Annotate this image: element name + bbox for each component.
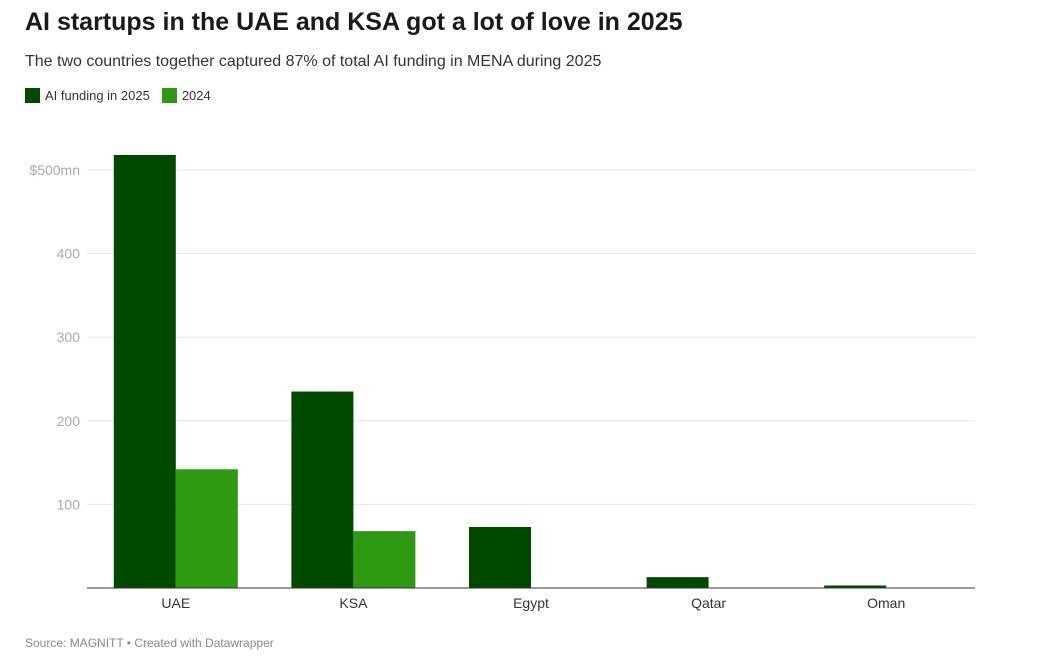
y-tick-label: 300 [57, 329, 81, 345]
bar-qatar-0 [646, 577, 709, 588]
y-tick-label: 400 [57, 246, 81, 262]
y-tick-label: 100 [57, 496, 81, 512]
x-tick-label: UAE [161, 595, 190, 611]
y-tick-label: 200 [57, 413, 81, 429]
legend-label: 2024 [181, 88, 211, 103]
legend-item-2024: 2024 [161, 88, 211, 103]
x-tick-label: KSA [339, 595, 368, 611]
bar-uae-0 [113, 154, 176, 588]
legend-item-2025: AI funding in 2025 [25, 88, 150, 103]
chart-title: AI startups in the UAE and KSA got a lot… [25, 8, 683, 36]
legend-swatch [25, 88, 40, 103]
chart-subtitle: The two countries together captured 87% … [25, 53, 602, 70]
legend-swatch [161, 88, 177, 103]
bar-ksa-1 [353, 531, 416, 588]
legend-label: AI funding in 2025 [45, 88, 150, 103]
bar-oman-0 [824, 585, 887, 588]
bar-uae-1 [175, 469, 238, 588]
bar-egypt-0 [469, 526, 531, 588]
x-tick-label: Oman [867, 595, 905, 611]
x-tick-label: Qatar [691, 595, 726, 611]
source-note: Source: MAGNITT • Created with Datawrapp… [25, 636, 274, 650]
x-tick-label: Egypt [513, 595, 549, 611]
legend: AI funding in 2025 2024 [25, 88, 211, 103]
bar-ksa-0 [291, 391, 354, 588]
y-tick-label: $500mn [29, 162, 80, 178]
